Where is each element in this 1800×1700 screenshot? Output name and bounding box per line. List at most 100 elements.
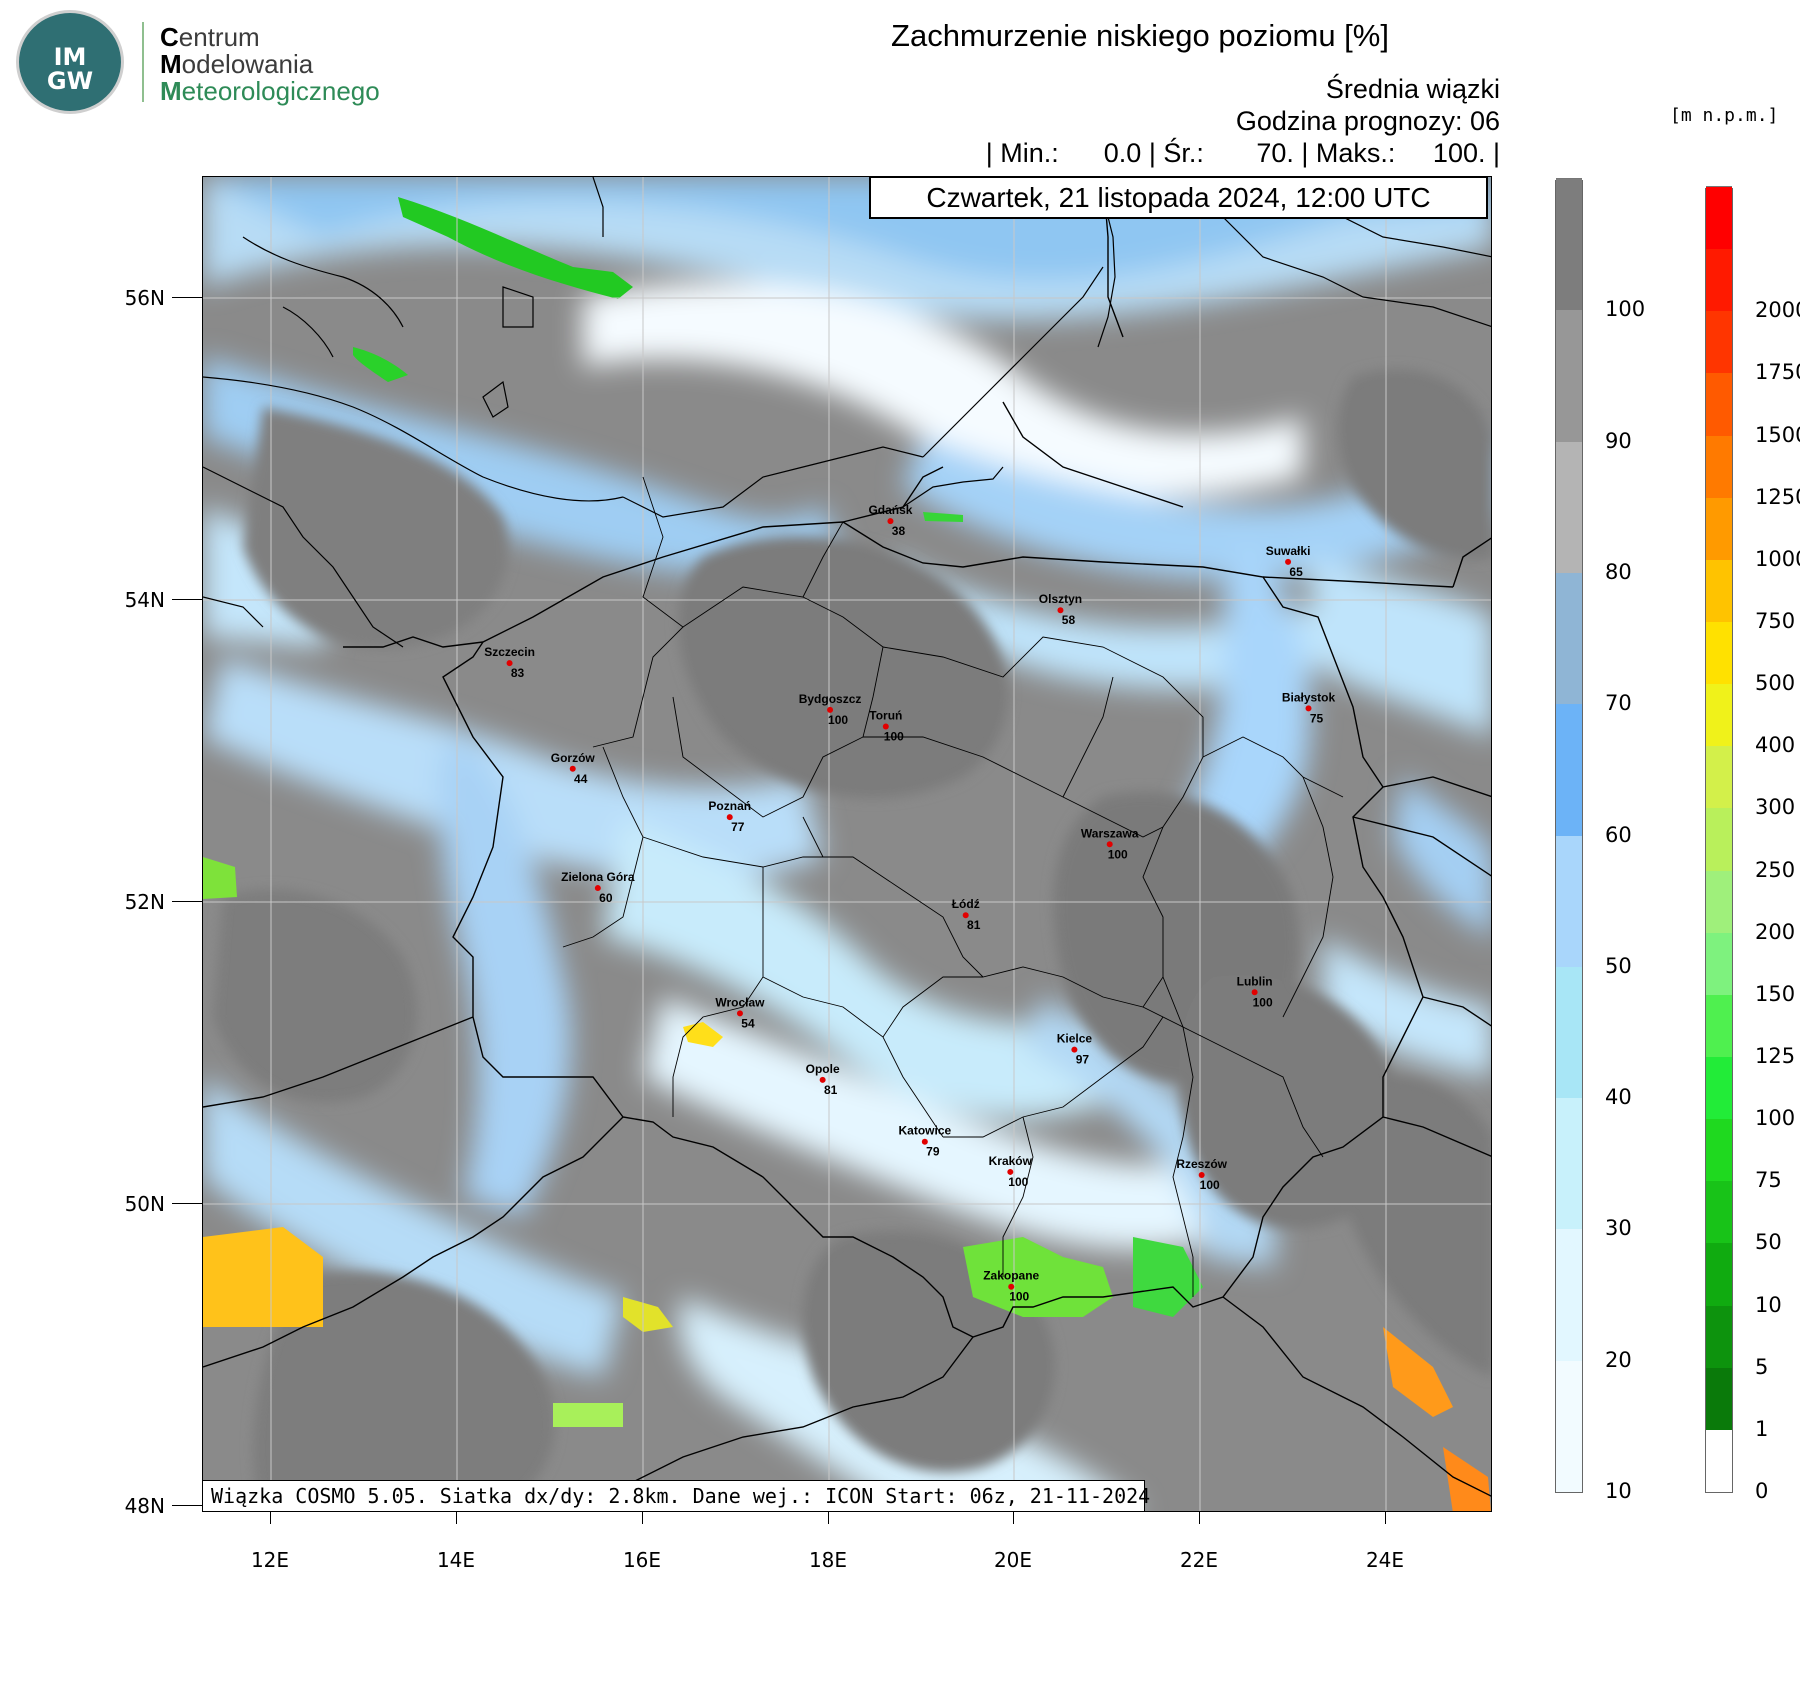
imgw-badge-text: IM GW xyxy=(46,43,94,95)
city-name: Suwałki xyxy=(1266,544,1311,558)
city-dot xyxy=(726,814,733,821)
terrain-colorbar-label: 400 xyxy=(1755,733,1796,758)
terrain-colorbar-label: 1500 xyxy=(1755,422,1800,447)
city-name: Opole xyxy=(806,1062,840,1076)
lat-tick-56 xyxy=(172,297,202,298)
city-name: Katowice xyxy=(898,1124,951,1138)
city-value: 100 xyxy=(1200,1178,1220,1192)
graticule xyxy=(203,177,1491,1511)
region-borders xyxy=(562,476,1344,1297)
city-value: 44 xyxy=(574,772,588,786)
terrain-colorbar-segment xyxy=(1706,186,1732,250)
terrain-colorbar-segment xyxy=(1706,1118,1732,1182)
city-name: Wrocław xyxy=(715,995,765,1009)
terrain-colorbar xyxy=(1705,186,1733,1493)
lon-label-20: 20E xyxy=(993,1548,1033,1572)
city-marker: Opole 81 xyxy=(806,1062,840,1097)
terrain-colorbar-label: 100 xyxy=(1755,1106,1796,1131)
city-marker: Kielce 97 xyxy=(1057,1032,1093,1067)
cloud-colorbar-label: 90 xyxy=(1605,428,1632,453)
city-marker: Szczecin 83 xyxy=(484,645,535,680)
city-marker: Toruń 100 xyxy=(869,708,904,743)
terrain-colorbar-label: 10 xyxy=(1755,1292,1782,1317)
terrain-colorbar-segment xyxy=(1706,993,1732,1057)
terrain-colorbar-label: 5 xyxy=(1755,1354,1769,1379)
city-value: 100 xyxy=(1008,1175,1028,1189)
city-dot xyxy=(736,1010,743,1017)
city-marker: Łódź 81 xyxy=(952,897,981,932)
lon-tick-16 xyxy=(642,1512,643,1524)
terrain-colorbar-segment xyxy=(1706,558,1732,622)
city-marker: Olsztyn 58 xyxy=(1039,592,1082,627)
city-value: 97 xyxy=(1076,1053,1090,1067)
city-value: 100 xyxy=(1108,847,1128,861)
valid-date-box: Czwartek, 21 listopada 2024, 12:00 UTC xyxy=(869,176,1488,219)
terrain-colorbar-segment xyxy=(1706,496,1732,560)
city-dot xyxy=(921,1138,928,1145)
cloud-colorbar-segment xyxy=(1556,965,1582,1099)
cloud-colorbar-label: 50 xyxy=(1605,953,1632,978)
map-title: Zachmurzenie niskiego poziomu [%] xyxy=(891,18,1389,53)
city-dot xyxy=(1008,1283,1015,1290)
lat-tick-52 xyxy=(172,901,202,902)
city-name: Gorzów xyxy=(551,751,596,765)
city-name: Kraków xyxy=(989,1154,1033,1168)
terrain-colorbar-label: 150 xyxy=(1755,981,1796,1006)
cloud-colorbar-segment xyxy=(1556,1359,1582,1492)
cloud-colorbar-segment xyxy=(1556,834,1582,967)
cloud-colorbar-segment xyxy=(1556,1097,1582,1230)
imgw-badge: IM GW xyxy=(16,10,124,114)
terrain-colorbar-segment xyxy=(1706,1304,1732,1368)
city-value: 79 xyxy=(926,1145,940,1159)
lon-label-12: 12E xyxy=(250,1548,290,1572)
city-value: 100 xyxy=(1009,1290,1029,1304)
city-name: Gdańsk xyxy=(868,503,912,517)
lon-label-18: 18E xyxy=(808,1548,848,1572)
city-value: 58 xyxy=(1062,613,1076,627)
terrain-unit-label: [m n.p.m.] xyxy=(1670,105,1779,126)
lat-tick-48 xyxy=(172,1505,202,1506)
country-borders xyxy=(203,177,1491,1511)
city-name: Białystok xyxy=(1282,690,1336,704)
cloud-colorbar-label: 100 xyxy=(1605,297,1646,322)
lat-label-56: 56N xyxy=(124,286,165,310)
city-name: Bydgoszcz xyxy=(799,692,862,706)
city-name: Lublin xyxy=(1237,974,1273,988)
city-value: 83 xyxy=(511,666,525,680)
terrain-colorbar-segment xyxy=(1706,683,1732,747)
cloud-colorbar-label: 30 xyxy=(1605,1216,1632,1241)
terrain-colorbar-label: 1250 xyxy=(1755,484,1800,509)
terrain-colorbar-segment xyxy=(1706,931,1732,995)
city-value: 100 xyxy=(828,713,848,727)
city-dot xyxy=(962,912,969,919)
city-marker: Zakopane 100 xyxy=(983,1269,1039,1304)
terrain-colorbar-segment xyxy=(1706,1180,1732,1244)
city-marker: Bydgoszcz 100 xyxy=(799,692,862,727)
city-dot xyxy=(1071,1046,1078,1053)
city-dot xyxy=(1285,558,1292,565)
imgw-logo: IM GW Centrum Modelowania Meteorologiczne… xyxy=(10,10,380,114)
lon-tick-18 xyxy=(828,1512,829,1524)
cloud-colorbar-label: 80 xyxy=(1605,559,1632,584)
terrain-colorbar-label: 2000 xyxy=(1755,298,1800,323)
cloud-colorbar-segment xyxy=(1556,1228,1582,1361)
city-markers: Gdańsk 38 Suwałki 65 Olsztyn 58 Szczecin 83 Biał… xyxy=(484,503,1335,1304)
stats-line: | Min.: 0.0 | Śr.: 70. | Maks.: 100. | xyxy=(985,138,1500,168)
city-dot xyxy=(506,660,513,667)
map-subtitle: Średnia wiązki xyxy=(1325,74,1500,104)
terrain-colorbar-label: 300 xyxy=(1755,795,1796,820)
terrain-colorbar-label: 200 xyxy=(1755,919,1796,944)
city-value: 100 xyxy=(884,729,904,743)
lon-label-22: 22E xyxy=(1179,1548,1219,1572)
terrain-colorbar-segment xyxy=(1706,1428,1732,1492)
terrain-colorbar-label: 500 xyxy=(1755,671,1796,696)
logo-line-1: Centrum xyxy=(160,22,260,52)
city-marker: Gorzów 44 xyxy=(551,751,596,786)
lat-label-52: 52N xyxy=(124,890,165,914)
terrain-colorbar-segment xyxy=(1706,621,1732,685)
city-name: Rzeszów xyxy=(1176,1157,1227,1171)
city-value: 60 xyxy=(599,891,613,905)
city-marker: Rzeszów 100 xyxy=(1176,1157,1227,1192)
city-dot xyxy=(569,765,576,772)
